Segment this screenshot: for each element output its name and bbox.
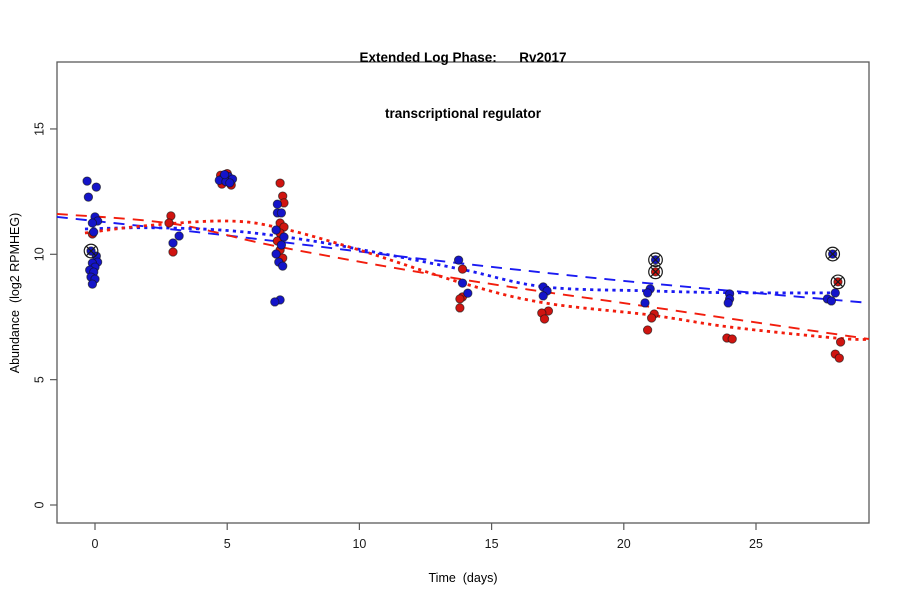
data-point	[455, 294, 465, 304]
outlier-circle-marker	[83, 243, 99, 259]
x-tick-label: 10	[352, 537, 366, 551]
flagged-point	[83, 243, 99, 259]
flagged-points	[83, 243, 846, 290]
data-point	[834, 353, 844, 363]
outlier-circle-marker	[648, 264, 663, 280]
y-axis-ticks: 0 5 10 15	[32, 122, 57, 508]
flagged-point	[648, 252, 663, 268]
outlier-circle-marker	[830, 274, 846, 290]
red-dotted-fit-trend-line	[84, 219, 869, 341]
data-point	[89, 227, 99, 237]
data-point	[271, 225, 281, 235]
data-point	[275, 178, 285, 188]
data-point	[219, 169, 230, 180]
y-tick-label: 15	[32, 122, 46, 136]
blue-dotted-fit-trend-line	[84, 226, 836, 295]
blue-condition-points	[82, 169, 840, 308]
data-point	[278, 261, 288, 271]
data-point	[225, 178, 235, 188]
data-point	[279, 232, 289, 242]
data-point	[168, 238, 178, 248]
data-point	[826, 296, 837, 306]
x-tick-label: 20	[617, 537, 631, 551]
outlier-circle-marker	[825, 246, 841, 262]
data-point	[276, 240, 287, 250]
flagged-point	[648, 264, 663, 280]
data-point	[538, 291, 548, 301]
data-point	[453, 255, 464, 265]
outlier-x-marker	[650, 254, 661, 266]
data-point	[642, 325, 653, 335]
trend-lines	[56, 212, 870, 341]
y-tick-label: 0	[32, 501, 46, 508]
data-point	[727, 334, 737, 344]
data-points	[82, 168, 846, 363]
data-point	[91, 182, 101, 192]
data-point	[539, 314, 550, 324]
data-point	[82, 176, 92, 186]
chart-title-line2: transcriptional regulator	[384, 105, 542, 121]
data-point	[835, 337, 846, 347]
x-axis-title: Time (days)	[428, 571, 498, 585]
data-point	[272, 199, 283, 209]
data-point	[463, 288, 473, 298]
outlier-x-marker	[650, 266, 661, 278]
data-point	[271, 249, 281, 259]
data-point	[83, 192, 94, 202]
data-point	[276, 208, 287, 218]
chart-title: Extended Log Phase: Rv2017 transcription…	[359, 12, 566, 160]
data-point	[87, 218, 98, 228]
flagged-point	[825, 246, 841, 262]
data-point	[457, 278, 468, 288]
outlier-circle-marker	[648, 252, 663, 268]
data-point	[642, 288, 653, 298]
x-axis-ticks: 0 5 10 15 20 25	[92, 523, 763, 551]
x-tick-label: 25	[749, 537, 763, 551]
chart-title-line1: Extended Log Phase: Rv2017	[359, 50, 567, 65]
data-point	[455, 303, 465, 313]
data-point	[640, 298, 650, 308]
data-point	[87, 279, 98, 289]
outlier-x-marker	[832, 276, 844, 288]
data-point	[457, 264, 468, 274]
y-axis-title: Abundance (log2 RPMHEG)	[8, 212, 22, 374]
data-point	[174, 231, 184, 241]
red-condition-points	[87, 168, 846, 363]
plot-frame	[56, 61, 870, 524]
flagged-point	[830, 274, 846, 290]
blue-dashed-fit-trend-line	[56, 216, 869, 304]
data-point	[270, 297, 280, 307]
data-point	[646, 313, 657, 323]
y-tick-label: 5	[32, 376, 46, 383]
x-tick-label: 5	[224, 537, 231, 551]
outlier-x-marker	[85, 245, 97, 257]
outlier-x-marker	[827, 248, 838, 260]
data-point	[723, 298, 733, 308]
x-tick-label: 0	[92, 537, 99, 551]
data-point	[830, 288, 840, 298]
data-point	[164, 218, 174, 228]
y-tick-label: 10	[32, 247, 46, 261]
data-point	[168, 247, 178, 257]
x-tick-label: 15	[485, 537, 499, 551]
